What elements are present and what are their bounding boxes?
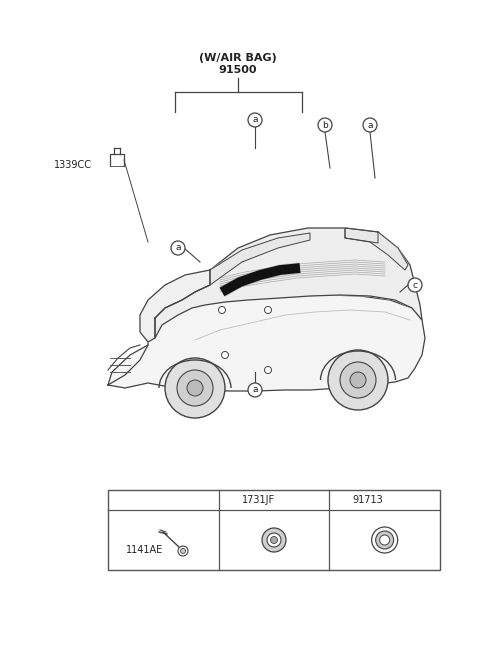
Text: 91500: 91500: [219, 65, 257, 75]
Circle shape: [271, 536, 277, 544]
Text: b: b: [228, 495, 234, 504]
Circle shape: [328, 350, 388, 410]
Text: c: c: [339, 495, 344, 504]
Text: b: b: [322, 121, 328, 130]
Text: 1731JF: 1731JF: [241, 495, 275, 505]
Circle shape: [177, 370, 213, 406]
Text: a: a: [252, 386, 258, 394]
Circle shape: [248, 113, 262, 127]
Circle shape: [248, 383, 262, 397]
Text: 1141AE: 1141AE: [126, 545, 163, 555]
Circle shape: [113, 493, 127, 507]
Circle shape: [221, 352, 228, 358]
Polygon shape: [345, 228, 378, 243]
Polygon shape: [345, 228, 408, 270]
Text: a: a: [367, 121, 373, 130]
Polygon shape: [108, 295, 425, 391]
Circle shape: [318, 118, 332, 132]
Circle shape: [180, 548, 185, 553]
Circle shape: [218, 307, 226, 314]
Circle shape: [165, 358, 225, 418]
Polygon shape: [155, 228, 422, 338]
Text: (W/AIR BAG): (W/AIR BAG): [199, 53, 277, 63]
Circle shape: [178, 546, 188, 556]
Circle shape: [171, 241, 185, 255]
Circle shape: [380, 535, 390, 545]
Circle shape: [340, 362, 376, 398]
Circle shape: [350, 372, 366, 388]
Text: 1339CC: 1339CC: [54, 160, 92, 170]
Circle shape: [264, 307, 272, 314]
Circle shape: [262, 528, 286, 552]
Circle shape: [408, 278, 422, 292]
Text: a: a: [252, 115, 258, 124]
Polygon shape: [210, 233, 310, 285]
Circle shape: [267, 533, 281, 547]
Circle shape: [376, 531, 394, 549]
Text: 91713: 91713: [352, 495, 383, 505]
Circle shape: [264, 367, 272, 373]
Polygon shape: [140, 270, 210, 342]
Circle shape: [224, 493, 238, 507]
Text: a: a: [175, 244, 181, 252]
Circle shape: [363, 118, 377, 132]
Text: c: c: [412, 280, 418, 290]
Circle shape: [335, 493, 348, 507]
Circle shape: [372, 527, 397, 553]
Text: a: a: [117, 495, 123, 504]
Circle shape: [187, 380, 203, 396]
Bar: [108, 490, 440, 570]
